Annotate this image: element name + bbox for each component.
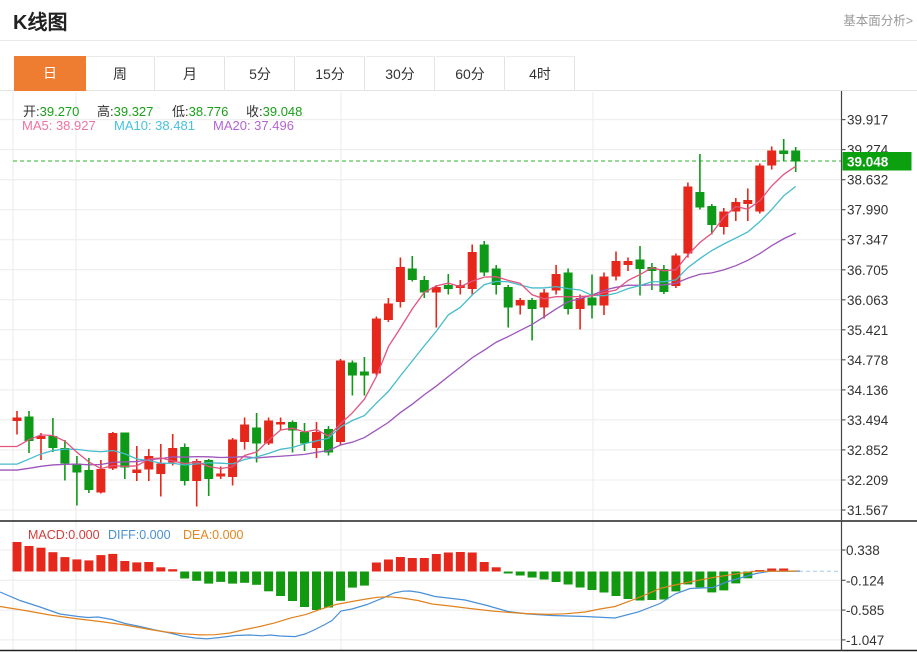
svg-text:39.048: 39.048	[847, 155, 889, 170]
svg-text:-0.585: -0.585	[846, 603, 884, 618]
svg-text:34.778: 34.778	[847, 353, 888, 368]
svg-text:36.705: 36.705	[847, 263, 888, 278]
svg-text:37.347: 37.347	[847, 233, 888, 248]
svg-text:0.338: 0.338	[846, 543, 880, 558]
svg-text:37.990: 37.990	[847, 203, 888, 218]
svg-text:31.567: 31.567	[847, 503, 888, 518]
svg-text:-0.124: -0.124	[846, 573, 885, 588]
svg-text:34.136: 34.136	[847, 383, 888, 398]
svg-text:33.494: 33.494	[847, 413, 889, 428]
svg-text:-1.047: -1.047	[846, 633, 884, 648]
svg-text:32.209: 32.209	[847, 473, 888, 488]
svg-text:39.917: 39.917	[847, 113, 888, 128]
svg-text:38.632: 38.632	[847, 173, 888, 188]
svg-text:32.852: 32.852	[847, 443, 888, 458]
svg-text:36.063: 36.063	[847, 293, 888, 308]
svg-text:35.421: 35.421	[847, 323, 888, 338]
